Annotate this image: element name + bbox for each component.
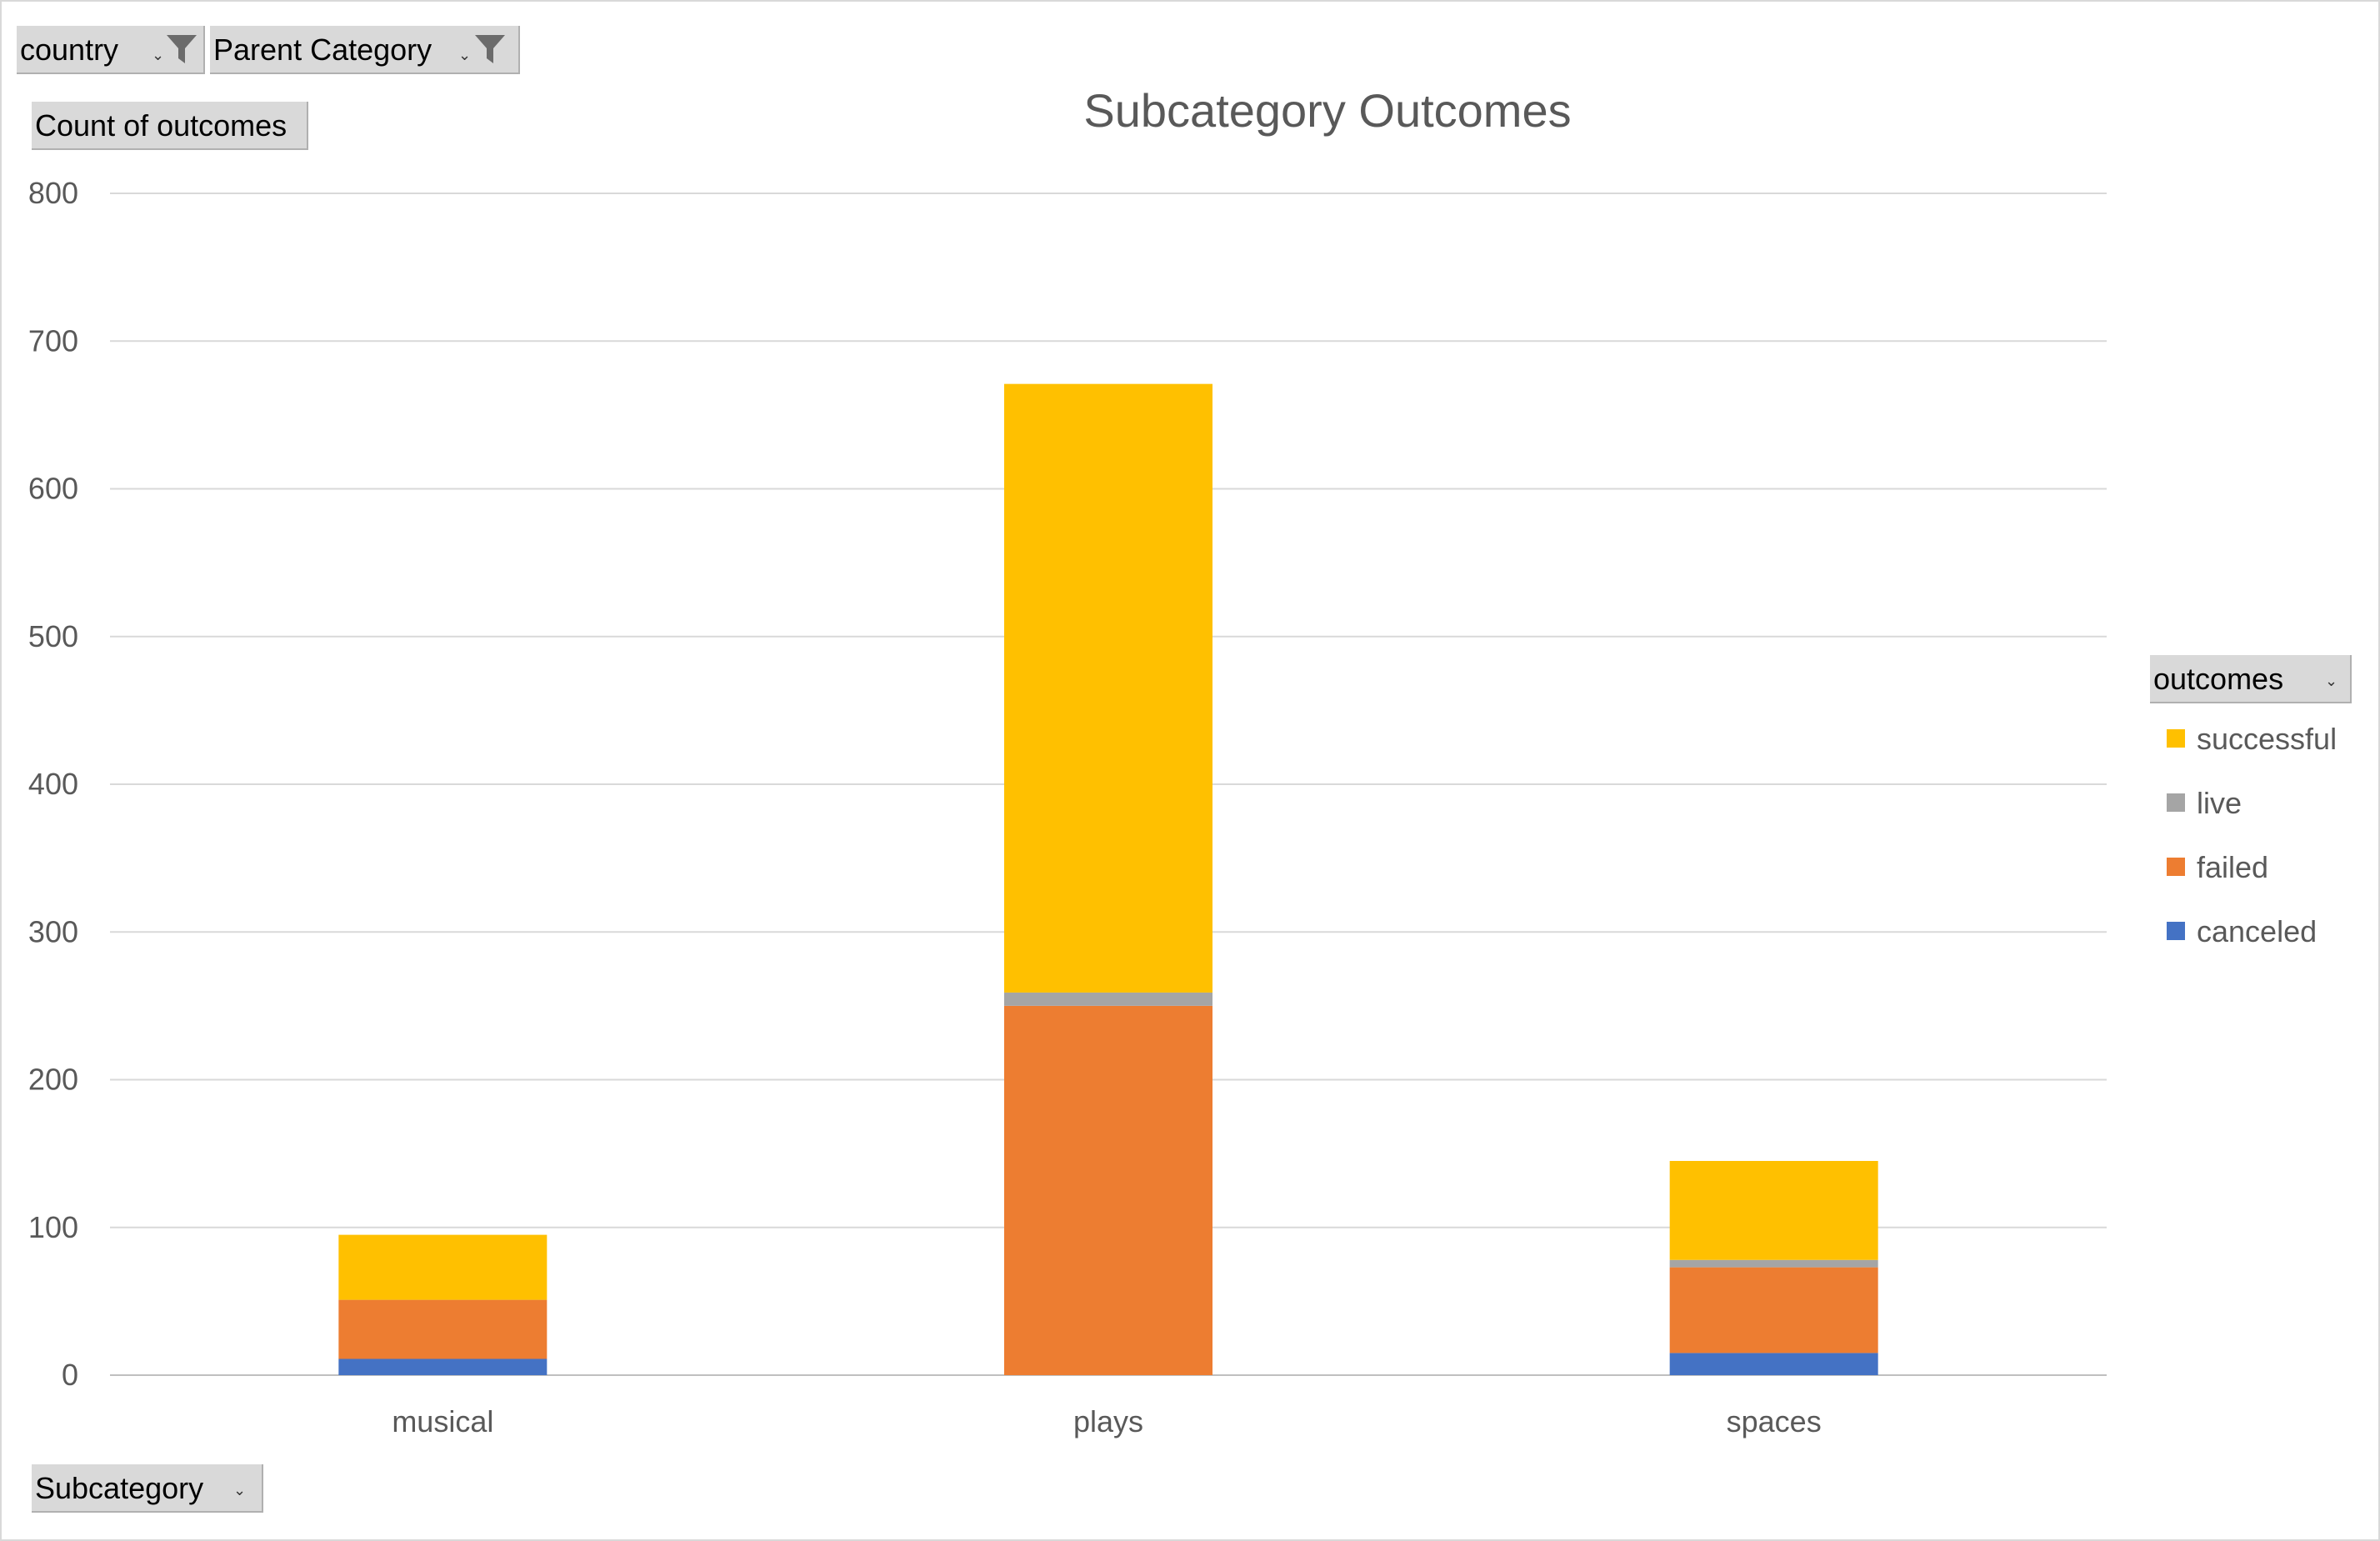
legend-item-successful: successful [2167, 718, 2337, 760]
legend-swatch [2167, 793, 2185, 813]
bar-segment-failed [338, 1299, 548, 1359]
legend-label: canceled [2197, 914, 2318, 948]
legend-label: successful [2197, 722, 2338, 756]
legend-swatch [2167, 729, 2185, 748]
legend-swatch [2167, 922, 2185, 941]
chart-title: Subcategory Outcomes [1083, 84, 1572, 137]
legend-swatch [2167, 858, 2185, 877]
y-tick-label: 500 [28, 619, 78, 653]
y-tick-label: 400 [28, 767, 78, 801]
y-tick-label: 300 [28, 914, 78, 948]
values-field-label: Count of outcomes [35, 108, 288, 143]
y-tick-label: 800 [28, 176, 78, 210]
bar-segment-live [1004, 992, 1212, 1006]
funnel-icon [167, 35, 197, 63]
axis-field-label: Subcategory [35, 1471, 204, 1505]
x-tick-label: plays [1073, 1404, 1143, 1438]
legend-item-canceled: canceled [2167, 911, 2317, 953]
x-tick-label: musical [392, 1404, 493, 1438]
values-field-button[interactable]: Count of outcomes [32, 102, 308, 150]
dropdown-arrow-icon: ⌄ [233, 1482, 247, 1498]
bar-segment-failed [1669, 1267, 1878, 1353]
dropdown-arrow-icon: ⌄ [458, 47, 472, 63]
funnel-icon [475, 35, 505, 63]
bar-segment-live [1669, 1259, 1878, 1268]
legend-label: failed [2197, 850, 2269, 884]
legend-item-failed: failed [2167, 847, 2268, 888]
parent-category-filter-label: Parent Category [213, 33, 432, 67]
parent-category-filter-button[interactable]: Parent Category ⌄ [210, 26, 520, 74]
legend-field-label: outcomes [2153, 662, 2284, 696]
y-tick-label: 700 [28, 323, 78, 358]
y-tick-label: 0 [62, 1358, 78, 1392]
y-tick-label: 600 [28, 472, 78, 506]
bar-segment-successful [1004, 383, 1212, 993]
dropdown-arrow-icon: ⌄ [152, 47, 165, 63]
bar-segment-failed [1004, 1005, 1212, 1375]
axis-field-button[interactable]: Subcategory ⌄ [32, 1464, 263, 1513]
country-filter-label: country [20, 33, 119, 67]
bar-segment-canceled [1669, 1353, 1878, 1375]
y-tick-label: 100 [28, 1210, 78, 1244]
x-tick-label: spaces [1727, 1404, 1822, 1438]
legend-label: live [2197, 786, 2242, 820]
bar-segment-successful [1669, 1160, 1878, 1260]
legend-field-button[interactable]: outcomes ⌄ [2150, 655, 2352, 703]
bar-segment-canceled [338, 1358, 548, 1375]
y-tick-label: 200 [28, 1063, 78, 1097]
country-filter-button[interactable]: country ⌄ [17, 26, 205, 74]
bar-segment-successful [338, 1234, 548, 1300]
dropdown-arrow-icon: ⌄ [2325, 673, 2338, 689]
legend-item-live: live [2167, 783, 2242, 824]
